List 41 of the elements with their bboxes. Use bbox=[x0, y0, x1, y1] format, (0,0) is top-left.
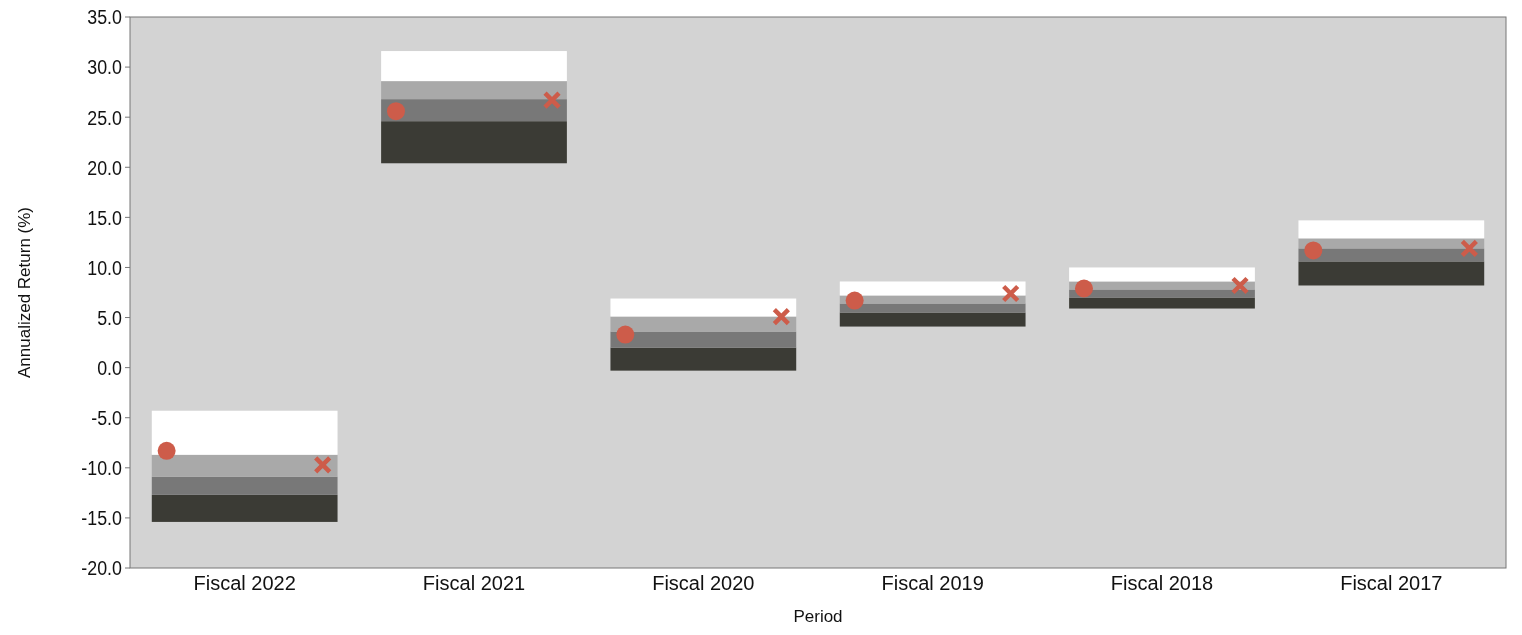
x-tick-label: Fiscal 2021 bbox=[422, 572, 526, 594]
x-tick-label: Fiscal 2020 bbox=[652, 572, 755, 594]
y-tick-label: 5.0 bbox=[97, 305, 123, 330]
bar bbox=[610, 316, 797, 332]
y-tick-label: 35.0 bbox=[87, 4, 123, 29]
y-tick-label: 10.0 bbox=[87, 255, 123, 280]
bar bbox=[151, 454, 338, 477]
bar bbox=[381, 99, 567, 122]
x-tick-label: Fiscal 2018 bbox=[1110, 572, 1214, 594]
y-axis-title: Annualized Return (%) bbox=[15, 206, 34, 379]
x-tick-label: Fiscal 2017 bbox=[1340, 572, 1443, 594]
y-tick-label: 15.0 bbox=[87, 205, 123, 230]
bar bbox=[151, 494, 338, 522]
bar bbox=[381, 81, 567, 100]
y-tick-label: 25.0 bbox=[87, 105, 123, 129]
bar bbox=[151, 410, 338, 455]
y-tick-label: -20.0 bbox=[81, 555, 123, 580]
bar bbox=[381, 121, 567, 164]
bar bbox=[1298, 238, 1485, 249]
y-tick-label: 30.0 bbox=[87, 55, 123, 79]
y-tick-label: -15.0 bbox=[81, 505, 123, 530]
x-tick-label: Fiscal 2019 bbox=[881, 572, 984, 594]
x-axis-title: Period bbox=[793, 607, 843, 626]
bar bbox=[1069, 289, 1255, 298]
x-tick-label: Fiscal 2022 bbox=[193, 572, 296, 594]
bar bbox=[381, 51, 567, 82]
y-tick-label: -5.0 bbox=[91, 405, 123, 430]
bar bbox=[1069, 267, 1255, 282]
bar bbox=[151, 476, 338, 495]
bar bbox=[1069, 297, 1255, 309]
bar bbox=[1298, 220, 1485, 239]
bar bbox=[839, 303, 1026, 313]
y-tick-label: 0.0 bbox=[97, 355, 123, 380]
y-tick-label: -10.0 bbox=[81, 455, 123, 480]
y-tick-label: 20.0 bbox=[87, 155, 123, 179]
bar bbox=[610, 347, 797, 371]
bar bbox=[610, 298, 797, 317]
bar bbox=[839, 281, 1026, 296]
bar bbox=[1298, 261, 1485, 286]
bar bbox=[839, 312, 1026, 327]
bar bbox=[610, 331, 797, 348]
